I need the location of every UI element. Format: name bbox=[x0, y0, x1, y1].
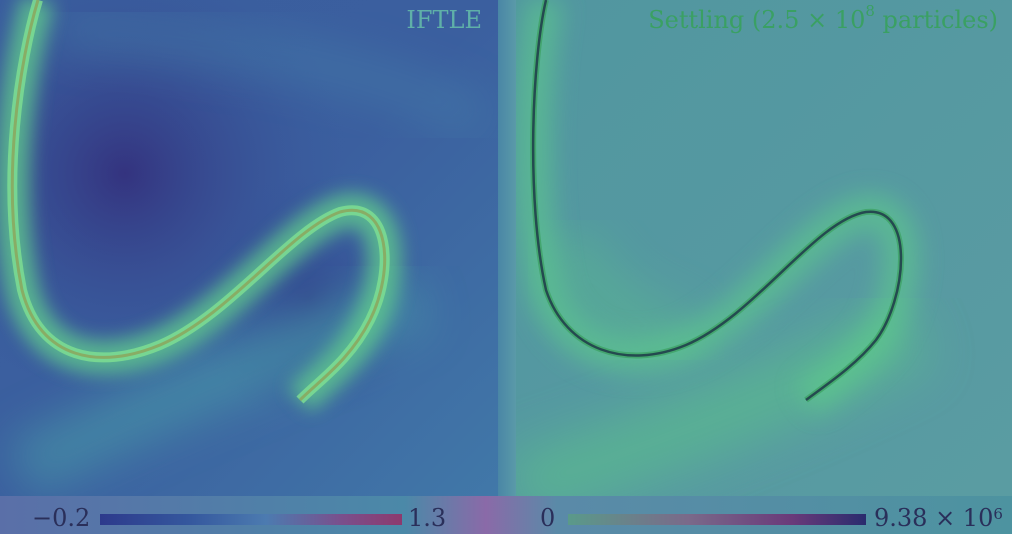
settling-title-suffix: particles) bbox=[874, 6, 998, 34]
iftle-colorbar-min: −0.2 bbox=[32, 504, 91, 532]
settling-title: Settling (2.5 × 108 particles) bbox=[648, 2, 998, 34]
settling-field bbox=[516, 0, 1012, 496]
settling-title-prefix: Settling (2.5 × 10 bbox=[648, 6, 866, 34]
settling-colorbar-max-base: 9.38 × 10 bbox=[874, 504, 994, 532]
iftle-title: IFTLE bbox=[406, 6, 482, 34]
settling-colorbar-min: 0 bbox=[540, 504, 556, 532]
iftle-ridge bbox=[10, 0, 387, 402]
panel-divider bbox=[498, 0, 516, 496]
settling-title-exponent: 8 bbox=[865, 2, 875, 20]
settling-panel: Settling (2.5 × 108 particles) bbox=[516, 0, 1012, 496]
settling-colorbar-max: 9.38 × 106 bbox=[874, 504, 1003, 532]
iftle-panel: IFTLE bbox=[0, 0, 498, 496]
iftle-colorbar bbox=[100, 514, 402, 525]
iftle-field bbox=[0, 0, 498, 496]
settling-ridge bbox=[531, 0, 903, 402]
settling-colorbar bbox=[568, 514, 866, 525]
settling-colorbar-max-exponent: 6 bbox=[993, 505, 1003, 523]
iftle-colorbar-max: 1.3 bbox=[408, 504, 447, 532]
